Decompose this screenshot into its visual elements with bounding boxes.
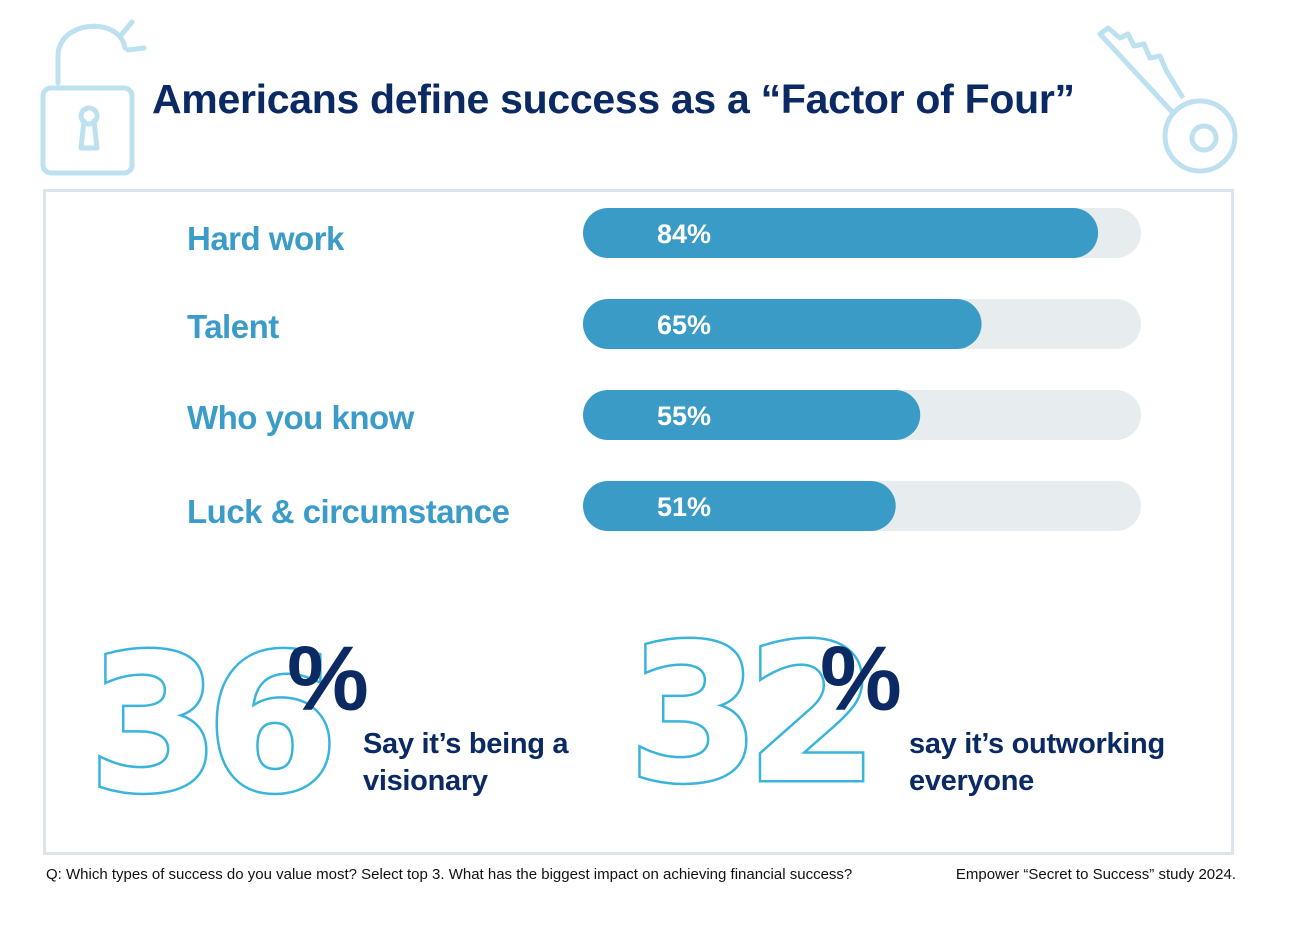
stat-36-caption-line2: visionary — [363, 765, 488, 797]
open-padlock-icon — [40, 19, 147, 176]
bar-label-luck-circumstance: Luck & circumstance — [187, 493, 510, 530]
bar-value-label-hard-work: 84% — [657, 219, 711, 249]
bar-value-label-talent: 65% — [657, 310, 711, 340]
bar-chart: 84% 65% 55% 51% — [583, 208, 1141, 531]
stat-36-percent: % — [287, 628, 369, 730]
footer-source: Empower “Secret to Success” study 2024. — [955, 866, 1236, 883]
content-frame — [43, 189, 1234, 855]
page-title: Americans define success as a “Factor of… — [152, 76, 1075, 122]
stat-32-caption-line1: say it’s outworking — [909, 728, 1165, 760]
bar-hard-work — [583, 208, 1099, 258]
bar-label-hard-work: Hard work — [187, 220, 344, 257]
bar-label-talent: Talent — [187, 308, 279, 345]
bar-who-you-know — [583, 390, 921, 440]
stat-36-caption-line1: Say it’s being a — [363, 728, 569, 760]
stat-32-caption: say it’s outworking everyone — [909, 726, 1165, 800]
bar-value-label-who-you-know: 55% — [657, 401, 711, 431]
stat-32-number: 32 — [628, 604, 864, 825]
stat-36-number: 36 — [88, 614, 328, 835]
stat-32-percent: % — [820, 628, 902, 730]
bar-luck-circumstance — [583, 481, 896, 531]
bar-label-who-you-know: Who you know — [187, 399, 414, 436]
bar-value-label-luck-circumstance: 51% — [657, 492, 711, 522]
bar-talent — [583, 299, 982, 349]
stat-36-caption: Say it’s being a visionary — [363, 726, 569, 800]
footer-question: Q: Which types of success do you value m… — [46, 866, 853, 883]
stat-32-caption-line2: everyone — [909, 765, 1034, 797]
key-icon — [1097, 25, 1238, 174]
